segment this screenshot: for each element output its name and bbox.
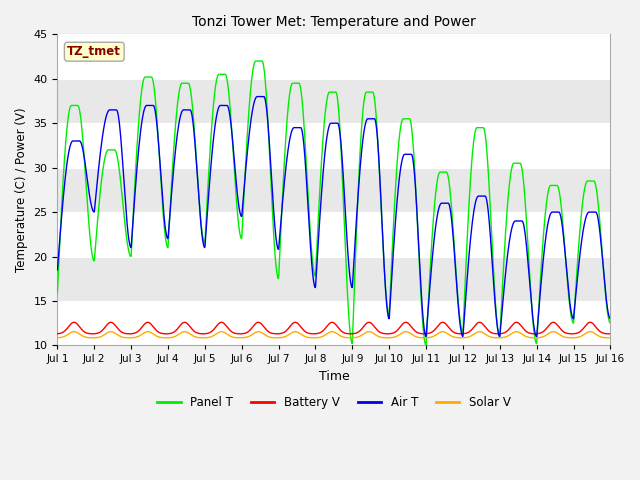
Solar V: [350, 335, 358, 341]
Battery V: [558, 327, 566, 333]
Panel T: [252, 58, 260, 64]
Panel T: [607, 320, 614, 326]
Air T: [350, 256, 358, 262]
Battery V: [54, 331, 61, 336]
Solar V: [495, 335, 502, 341]
Battery V: [513, 319, 520, 325]
Panel T: [422, 343, 430, 348]
Solar V: [54, 335, 61, 341]
Solar V: [558, 333, 566, 339]
Bar: [58, 256, 611, 301]
Line: Solar V: Solar V: [58, 332, 611, 338]
Air T: [607, 316, 614, 322]
Battery V: [362, 321, 370, 327]
Air T: [573, 276, 581, 281]
Line: Air T: Air T: [58, 96, 611, 336]
Panel T: [573, 261, 581, 267]
Bar: [58, 79, 611, 123]
Battery V: [570, 331, 577, 336]
Bar: [58, 168, 611, 212]
Battery V: [350, 331, 358, 336]
Air T: [558, 221, 566, 227]
Solar V: [570, 335, 577, 341]
Solar V: [573, 335, 581, 340]
Solar V: [362, 330, 370, 336]
Line: Panel T: Panel T: [58, 61, 611, 346]
Legend: Panel T, Battery V, Air T, Solar V: Panel T, Battery V, Air T, Solar V: [152, 392, 515, 414]
Bar: [58, 301, 611, 346]
Solar V: [513, 329, 520, 335]
Panel T: [54, 289, 61, 295]
Panel T: [208, 125, 216, 131]
Y-axis label: Temperature (C) / Power (V): Temperature (C) / Power (V): [15, 108, 28, 272]
Battery V: [573, 330, 581, 336]
Air T: [54, 267, 61, 273]
Panel T: [350, 294, 358, 300]
Bar: [58, 212, 611, 256]
Panel T: [558, 212, 566, 217]
Title: Tonzi Tower Met: Temperature and Power: Tonzi Tower Met: Temperature and Power: [192, 15, 476, 29]
Bar: [58, 35, 611, 79]
Panel T: [495, 332, 503, 338]
Solar V: [607, 335, 614, 341]
Air T: [362, 119, 370, 124]
X-axis label: Time: Time: [319, 370, 349, 383]
Air T: [253, 94, 261, 99]
Battery V: [208, 329, 216, 335]
Solar V: [208, 334, 216, 339]
Panel T: [362, 89, 370, 95]
Battery V: [607, 331, 614, 336]
Line: Battery V: Battery V: [58, 322, 611, 334]
Battery V: [495, 331, 502, 336]
Air T: [208, 155, 216, 161]
Text: TZ_tmet: TZ_tmet: [67, 45, 121, 58]
Air T: [495, 332, 502, 337]
Bar: [58, 123, 611, 168]
Air T: [533, 334, 541, 339]
